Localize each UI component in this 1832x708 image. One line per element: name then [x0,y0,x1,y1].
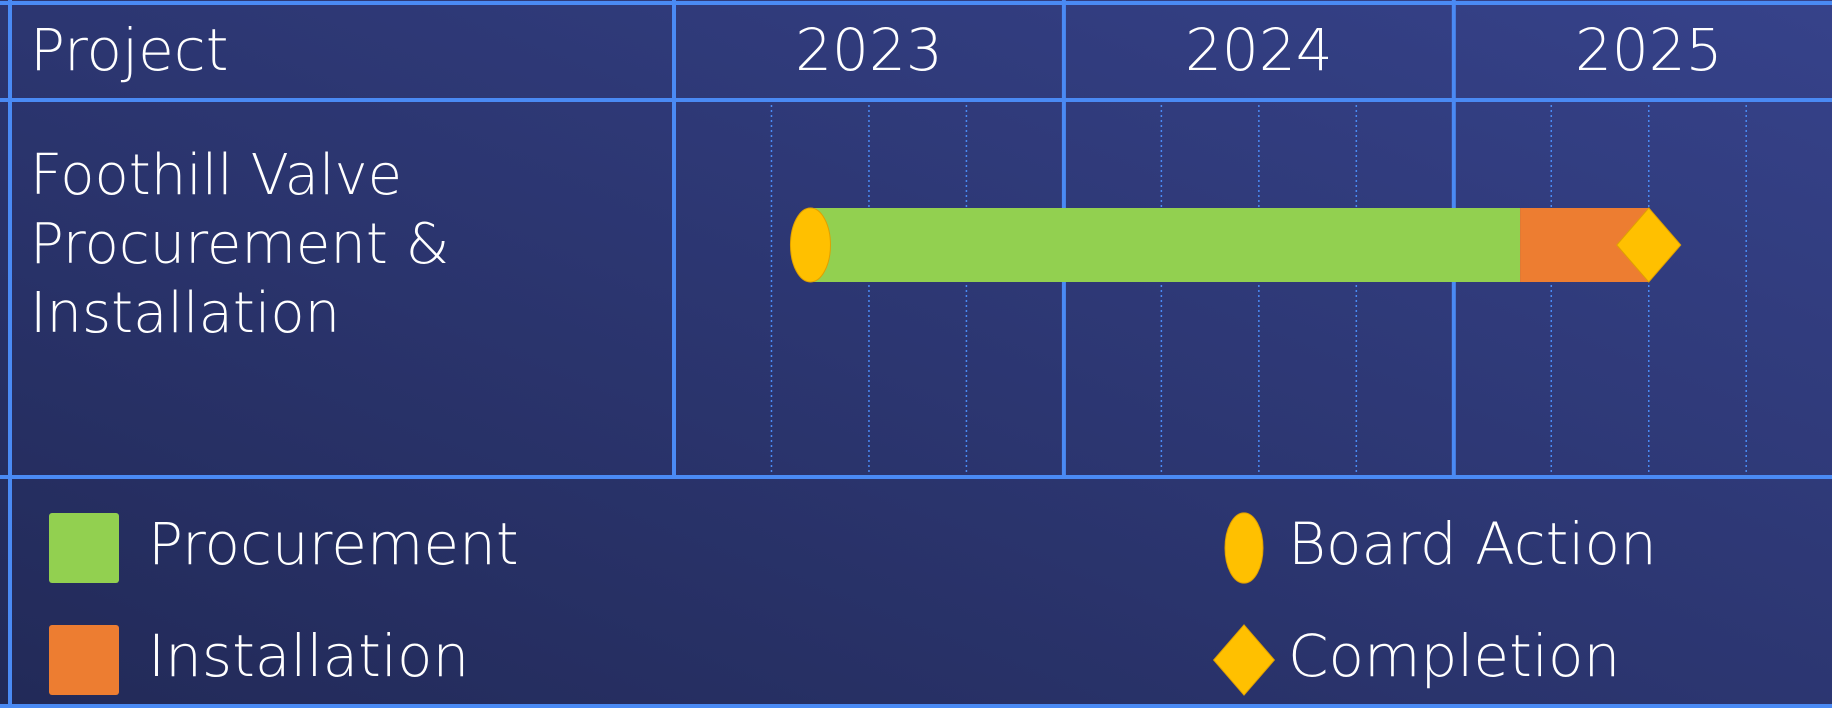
year-label: 2024 [1185,16,1333,84]
legend-marker [1212,624,1276,696]
legend-swatch [49,513,119,583]
project-label: Foothill Valve Procurement & Installatio… [30,143,450,346]
legend-label: Completion [1288,622,1620,690]
legend-label: Installation [148,622,469,690]
legend-marker [1224,512,1264,584]
year-label: 2023 [795,16,943,84]
task-bar [810,208,1521,282]
legend-label: Board Action [1288,510,1657,578]
row-header: Project [30,16,228,84]
legend-label: Procurement [148,510,519,578]
board-action-marker [789,207,831,283]
legend-swatch [49,625,119,695]
completion-marker [1616,207,1682,283]
year-label: 2025 [1575,16,1723,84]
